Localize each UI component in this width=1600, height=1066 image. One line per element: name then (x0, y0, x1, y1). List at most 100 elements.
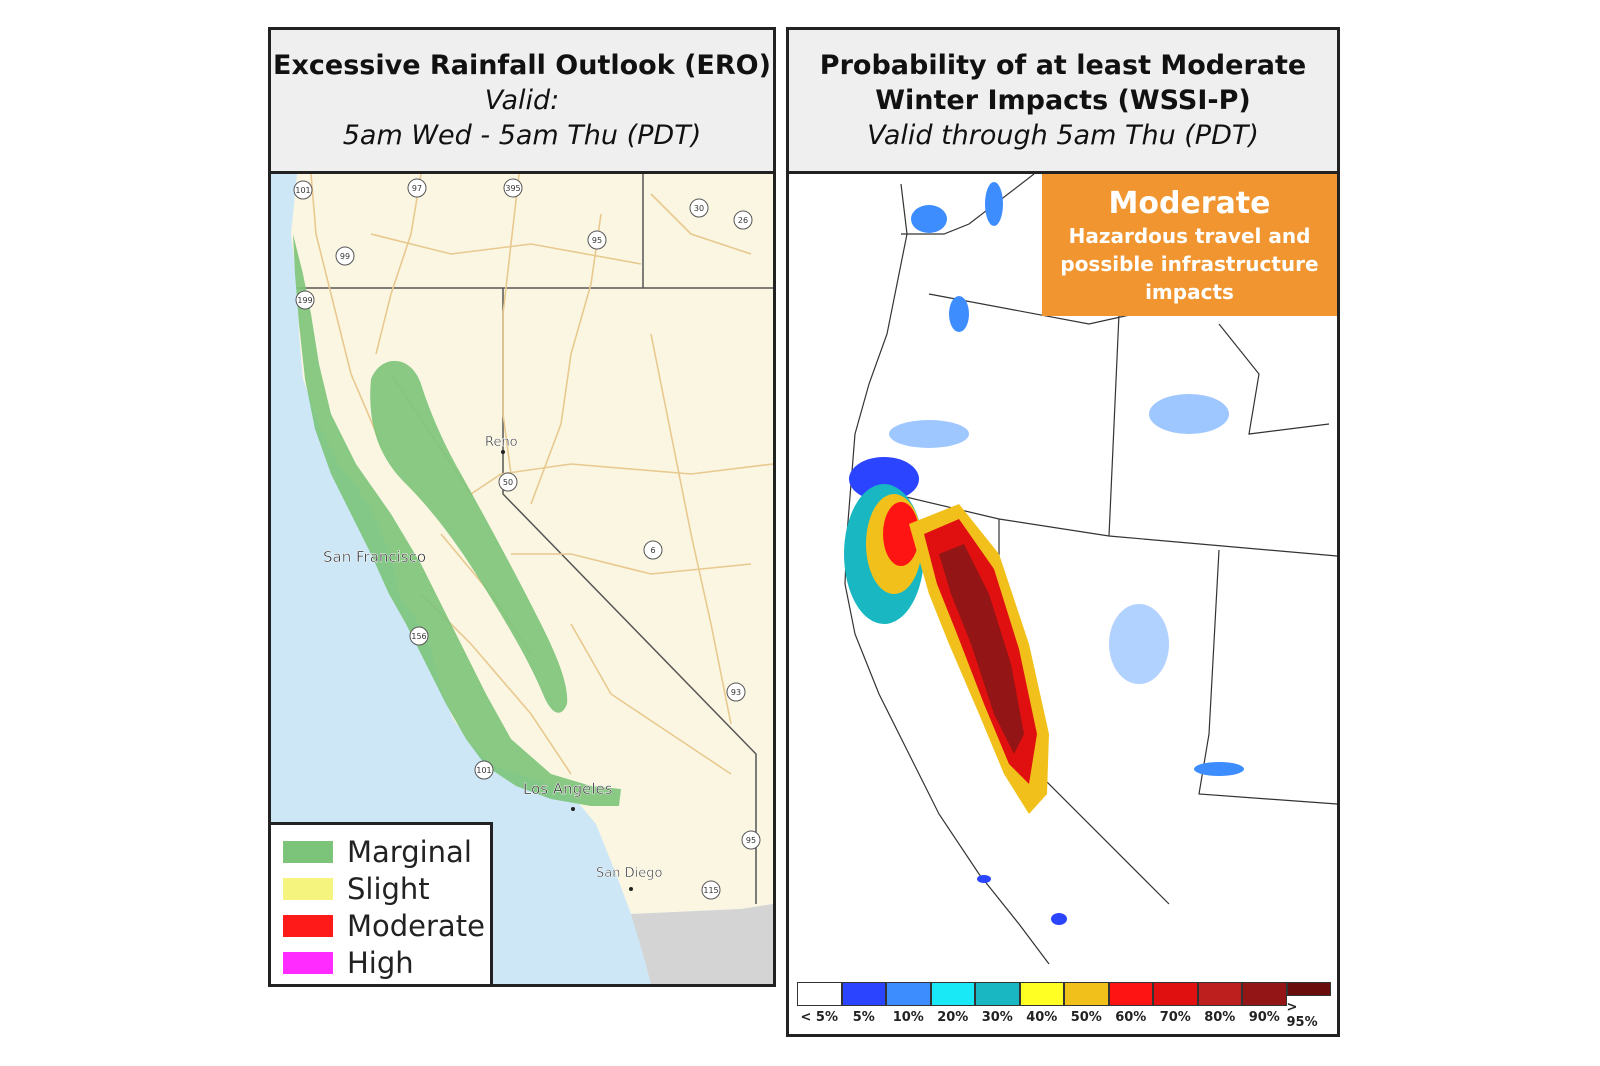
city-label-san-francisco: San Francisco (323, 548, 426, 566)
scale-color-swatch (1197, 982, 1242, 1006)
wssi-title-line2: Winter Impacts (WSSI-P) (875, 85, 1251, 116)
scale-cell: < 5% (797, 982, 842, 1030)
highway-shield: 199 (295, 290, 315, 310)
legend-row-high: High (283, 944, 490, 981)
highway-shield-number: 93 (731, 688, 741, 697)
highway-shield-number: 101 (295, 186, 310, 195)
scale-cell: 70% (1153, 982, 1198, 1030)
scale-label: 40% (1026, 1010, 1058, 1025)
highway-shield: 101 (293, 180, 313, 200)
scale-color-swatch (886, 982, 931, 1006)
highway-shield-number: 101 (476, 766, 491, 775)
highway-shield-number: 156 (411, 632, 426, 641)
highway-shield-icon (409, 626, 429, 646)
highway-shield-number: 6 (650, 546, 655, 555)
city-dot-los-angeles (571, 807, 575, 811)
highway-shield-icon (293, 180, 313, 200)
legend-row-marginal: Marginal (283, 833, 490, 870)
scale-color-swatch (1286, 982, 1331, 996)
city-label-san-diego: San Diego (596, 866, 662, 881)
legend-row-moderate: Moderate (283, 907, 490, 944)
highway-shield-icon (498, 472, 518, 492)
ero-valid-label: Valid: (484, 85, 560, 116)
highway-shield-icon (733, 210, 753, 230)
prob-sierra-inner (939, 544, 1024, 754)
legend-row-slight: Slight (283, 870, 490, 907)
scale-label: 80% (1204, 1010, 1236, 1025)
prob-nv-scatter (1109, 604, 1169, 684)
probability-field (844, 182, 1244, 925)
scale-color-swatch (841, 982, 886, 1006)
scale-label: 10% (892, 1010, 924, 1025)
highway-shield: 50 (498, 472, 518, 492)
scale-label: 30% (981, 1010, 1013, 1025)
scale-cell: 50% (1064, 982, 1109, 1030)
marginal-valley (370, 360, 568, 713)
highway-shield-icon (643, 540, 663, 560)
scale-cell: 40% (1019, 982, 1064, 1030)
wssi-header: Probability of at least Moderate Winter … (789, 30, 1337, 174)
highway-shield-icon (335, 246, 355, 266)
scale-cell: 10% (886, 982, 931, 1030)
scale-label: > 95% (1286, 1000, 1318, 1030)
highway-shields: 101 97 395 30 26 95 99 199 50 6 156 101 93 95 115 (293, 178, 761, 900)
highway-shield: 95 (587, 230, 607, 250)
legend-swatch-high (283, 951, 333, 974)
moderate-callout: Moderate Hazardous travel and possible i… (1042, 174, 1337, 316)
highway-shield: 6 (643, 540, 663, 560)
callout-description: Hazardous travel and possible infrastruc… (1060, 224, 1319, 304)
highway-shield: 115 (701, 880, 721, 900)
scale-color-swatch (1153, 982, 1198, 1006)
ero-title: Excessive Rainfall Outlook (ERO) (273, 50, 771, 81)
land (291, 174, 773, 914)
prob-wa-coast (911, 205, 947, 233)
legend-label-slight: Slight (347, 871, 430, 906)
highway-shield: 156 (409, 626, 429, 646)
ero-valid-range: 5am Wed - 5am Thu (PDT) (342, 120, 702, 151)
highway-shield: 99 (335, 246, 355, 266)
legend-label-marginal: Marginal (347, 834, 472, 869)
scale-label: 70% (1159, 1010, 1191, 1025)
callout-title: Moderate (1108, 186, 1271, 221)
scale-cell: 90% (1242, 982, 1287, 1030)
scale-label: 90% (1248, 1010, 1280, 1025)
highway-shield: 97 (407, 178, 427, 198)
prob-ca-south-small (977, 875, 991, 883)
prob-wa-cascades (985, 182, 1003, 226)
scale-cell: > 95% (1286, 982, 1331, 1030)
prob-ca-south (1051, 913, 1067, 925)
scale-label: 50% (1070, 1010, 1102, 1025)
highway-shield: 395 (503, 178, 523, 198)
prob-or-scatter (889, 420, 969, 448)
highway-shield-icon (701, 880, 721, 900)
marginal-coastal (293, 234, 621, 806)
scale-label: < 5% (800, 1010, 839, 1025)
prob-ca-north-inner (883, 502, 919, 566)
highway-shield-icon (503, 178, 523, 198)
highway-shield-icon (407, 178, 427, 198)
scale-color-swatch (930, 982, 975, 1006)
highway-shield-number: 115 (703, 886, 718, 895)
scale-cell: 5% (841, 982, 886, 1030)
legend-swatch-marginal (283, 840, 333, 863)
legend-label-high: High (347, 945, 414, 980)
legend-swatch-moderate (283, 914, 333, 937)
scale-label: 5% (852, 1010, 875, 1025)
scale-cell: 60% (1108, 982, 1153, 1030)
legend-label-moderate: Moderate (347, 908, 485, 943)
highway-shield-number: 395 (505, 184, 520, 193)
scale-color-swatch (1242, 982, 1287, 1006)
highway-shield-icon (295, 290, 315, 310)
city-dot-reno (501, 450, 505, 454)
mexico-region (631, 904, 773, 984)
scale-color-swatch (1108, 982, 1153, 1006)
highway-shield: 101 (474, 760, 494, 780)
highway-shield-icon (587, 230, 607, 250)
highway-shield: 26 (733, 210, 753, 230)
highway-shield-icon (741, 830, 761, 850)
city-dot-san-diego (629, 887, 633, 891)
scale-label: 20% (937, 1010, 969, 1025)
scale-color-swatch (797, 982, 842, 1006)
highway-shield-number: 50 (503, 478, 513, 487)
highway-shield-icon (726, 682, 746, 702)
